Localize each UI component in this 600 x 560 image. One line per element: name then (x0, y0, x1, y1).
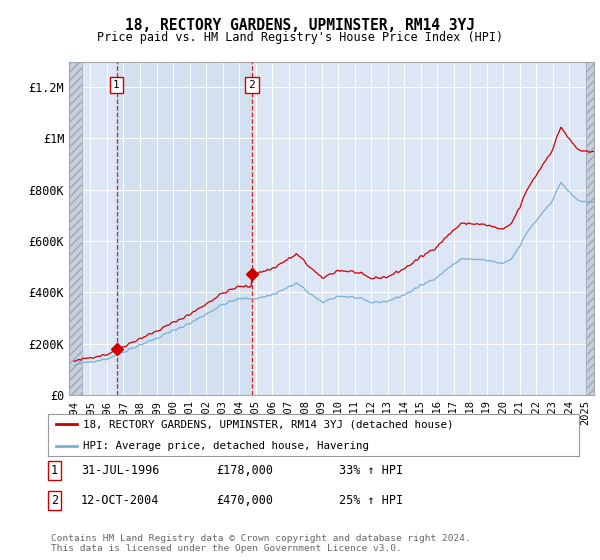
Text: 31-JUL-1996: 31-JUL-1996 (81, 464, 160, 477)
Bar (116, 62, 252, 395)
Text: 18, RECTORY GARDENS, UPMINSTER, RM14 3YJ: 18, RECTORY GARDENS, UPMINSTER, RM14 3YJ (125, 18, 475, 33)
Bar (586, 62, 594, 395)
Text: £470,000: £470,000 (216, 494, 273, 507)
Bar (586, 62, 594, 395)
Text: 2: 2 (51, 494, 58, 507)
Bar (69, 62, 82, 395)
Text: Contains HM Land Registry data © Crown copyright and database right 2024.
This d: Contains HM Land Registry data © Crown c… (51, 534, 471, 553)
Text: 33% ↑ HPI: 33% ↑ HPI (339, 464, 403, 477)
Text: Price paid vs. HM Land Registry's House Price Index (HPI): Price paid vs. HM Land Registry's House … (97, 31, 503, 44)
Text: 2: 2 (248, 80, 255, 90)
Text: 1: 1 (51, 464, 58, 477)
Text: 12-OCT-2004: 12-OCT-2004 (81, 494, 160, 507)
Text: £178,000: £178,000 (216, 464, 273, 477)
Text: 25% ↑ HPI: 25% ↑ HPI (339, 494, 403, 507)
Text: 18, RECTORY GARDENS, UPMINSTER, RM14 3YJ (detached house): 18, RECTORY GARDENS, UPMINSTER, RM14 3YJ… (83, 419, 453, 430)
Text: HPI: Average price, detached house, Havering: HPI: Average price, detached house, Have… (83, 441, 368, 451)
Bar (69, 62, 82, 395)
Text: 1: 1 (113, 80, 120, 90)
